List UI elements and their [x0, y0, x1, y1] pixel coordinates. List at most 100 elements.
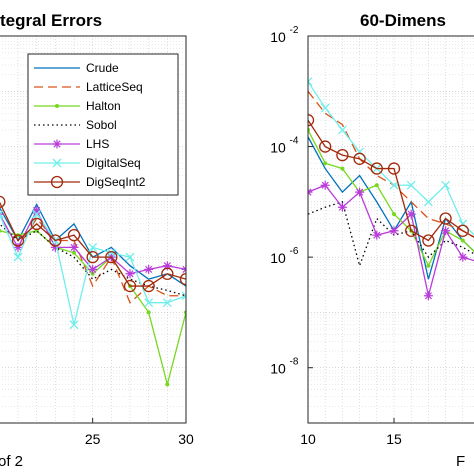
- left-x-axis-label: of 2: [0, 453, 23, 470]
- series-digseqint2: [0, 195, 186, 293]
- data-point: [11, 234, 25, 247]
- data-point: [372, 230, 382, 240]
- data-point: [441, 180, 451, 190]
- x-tick-label: 15: [386, 431, 402, 447]
- legend-label: LHS: [86, 137, 109, 151]
- data-point: [0, 228, 2, 233]
- data-point: [165, 382, 170, 387]
- legend-item-sobol[interactable]: Sobol: [34, 118, 117, 132]
- data-point: [162, 261, 172, 271]
- data-point: [181, 291, 186, 301]
- data-point: [320, 180, 330, 190]
- x-tick-label: 30: [178, 431, 194, 447]
- data-point: [353, 152, 366, 165]
- legend-label: Halton: [86, 99, 121, 113]
- legend-item-crude[interactable]: Crude: [34, 61, 119, 75]
- data-point: [69, 320, 79, 330]
- y-tick-label: 10: [270, 250, 286, 266]
- legend-label: Sobol: [86, 118, 117, 132]
- data-point: [55, 104, 59, 108]
- series-line: [0, 208, 186, 275]
- data-point: [142, 279, 155, 293]
- data-point: [52, 158, 62, 168]
- data-point: [0, 195, 6, 208]
- data-point: [123, 279, 137, 293]
- data-point: [67, 228, 81, 242]
- y-tick-label: 10: [270, 140, 286, 156]
- data-point: [144, 298, 154, 308]
- series-digitalseq: [0, 209, 186, 330]
- data-point: [392, 212, 396, 217]
- data-point: [162, 298, 172, 308]
- series-lhs: [0, 205, 186, 279]
- data-point: [50, 175, 64, 189]
- data-point: [460, 238, 465, 243]
- data-point: [72, 250, 76, 255]
- data-point: [161, 267, 174, 280]
- left-plot-frame: [0, 35, 187, 424]
- legend-item-digitalseq[interactable]: DigitalSeq: [34, 156, 141, 170]
- legend-item-digseqint2[interactable]: DigSeqInt2: [34, 175, 146, 189]
- y-tick-exponent: -6: [290, 246, 299, 257]
- series-latticeseq: [0, 213, 186, 304]
- series-lhs: [308, 180, 474, 301]
- data-point: [406, 209, 416, 219]
- x-tick-label: 10: [300, 431, 316, 447]
- data-point: [52, 139, 62, 149]
- data-point: [106, 248, 116, 258]
- legend-item-halton[interactable]: Halton: [34, 99, 121, 113]
- data-point: [340, 166, 345, 171]
- legend-label: DigSeqInt2: [86, 175, 146, 189]
- data-point: [88, 242, 98, 252]
- data-point: [319, 140, 332, 153]
- series-sobol: [0, 223, 186, 297]
- data-point: [308, 114, 315, 127]
- y-tick-label: 10: [270, 361, 286, 377]
- data-point: [422, 234, 435, 247]
- legend[interactable]: Crude LatticeSeq Halton Sobol LHS DigitalSeq D…: [27, 53, 179, 196]
- left-x-ticks: 25 30: [85, 418, 194, 447]
- data-point: [32, 209, 42, 219]
- data-point: [387, 162, 401, 175]
- series-line: [0, 213, 186, 304]
- series-line: [308, 81, 474, 236]
- legend-item-latticeseq[interactable]: LatticeSeq: [34, 80, 143, 94]
- y-tick-exponent: -4: [290, 136, 299, 147]
- data-point: [355, 187, 365, 197]
- legend-item-lhs[interactable]: LHS: [34, 137, 109, 151]
- y-tick-exponent: -2: [290, 25, 299, 36]
- data-point: [69, 242, 79, 252]
- series-line: [0, 223, 186, 297]
- data-point: [125, 269, 135, 279]
- legend-label: LatticeSeq: [86, 80, 143, 94]
- series-line: [0, 201, 186, 287]
- data-point: [423, 197, 433, 207]
- y-tick-exponent: -8: [290, 357, 299, 368]
- data-point: [30, 217, 43, 231]
- data-point: [389, 180, 399, 190]
- data-point: [308, 77, 313, 87]
- series-digseqint2: [308, 114, 474, 247]
- legend-label: DigitalSeq: [86, 156, 141, 170]
- data-point: [337, 202, 347, 212]
- data-point: [323, 161, 328, 166]
- data-point: [405, 224, 418, 237]
- data-point: [406, 180, 416, 190]
- data-point: [13, 252, 23, 262]
- y-tick-label: 10: [270, 29, 286, 45]
- x-tick-label: 25: [85, 431, 101, 447]
- data-point: [146, 310, 151, 315]
- data-point: [456, 224, 469, 237]
- right-chart-panel: 60-Dimens 10 15 10 -2 10 -4 10 -6 10 -8 F: [270, 11, 474, 470]
- data-point: [105, 250, 118, 264]
- series-line: [0, 230, 186, 387]
- data-point: [458, 252, 468, 262]
- data-point: [86, 250, 99, 264]
- left-series: [0, 195, 186, 387]
- right-y-ticks: 10 -2 10 -4 10 -6 10 -8: [270, 25, 313, 377]
- data-point: [0, 209, 4, 219]
- data-point: [439, 212, 452, 225]
- data-point: [49, 234, 62, 247]
- right-grid: [307, 36, 474, 424]
- data-point: [426, 263, 431, 268]
